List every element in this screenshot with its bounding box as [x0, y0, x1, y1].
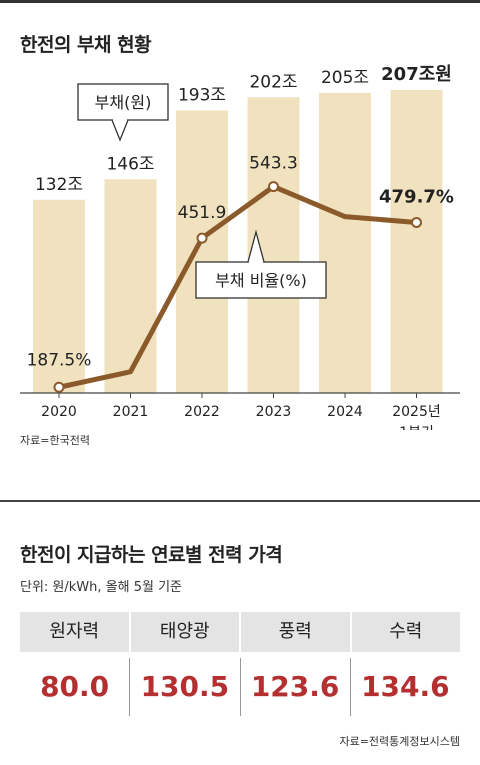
section-divider — [0, 500, 480, 502]
bar-2021 — [104, 179, 157, 393]
bar-2022 — [176, 110, 228, 394]
value-wind: 123.6 — [239, 658, 350, 716]
line-legend-pointer — [247, 229, 265, 263]
bar-value-label: 132조 — [35, 175, 83, 195]
x-tick-label: 2020 — [41, 404, 77, 420]
x-tick-label: 2022 — [184, 404, 220, 420]
table-header-row: 원자력 태양광 풍력 수력 — [20, 612, 460, 652]
header-wind: 풍력 — [239, 612, 350, 652]
x-tick-label: 2025년 — [392, 404, 441, 420]
line-value-label: 187.5% — [27, 350, 92, 370]
bar-value-label: 207조원 — [381, 64, 452, 85]
debt-ratio-point — [196, 232, 208, 244]
header-nuclear: 원자력 — [49, 621, 100, 642]
debt-ratio-point — [411, 216, 422, 228]
header-hydro: 수력 — [349, 612, 461, 652]
table-source: 자료=전력통계정보시스템 — [339, 735, 460, 748]
table-value-row: 80.0 130.5 123.6 134.6 — [20, 658, 460, 716]
line-legend-box — [195, 261, 327, 299]
bar-value-label: 193조 — [178, 85, 226, 105]
top-rule — [0, 0, 480, 3]
bar-2024 — [319, 92, 371, 393]
header-solar: 태양광 — [128, 612, 240, 652]
line-value-label: 451.9 — [178, 203, 227, 223]
chart-title: 한전의 부채 현황 — [20, 34, 152, 56]
x-tick-label-line2: 1분기 — [399, 425, 434, 430]
debt-ratio-line — [56, 184, 419, 390]
line-value-label: 543.3 — [249, 154, 298, 174]
line-legend-text: 부채 비율(%) — [215, 271, 307, 290]
value-solar: 130.5 — [129, 658, 239, 716]
x-tick-label: 2023 — [256, 404, 292, 420]
bar-legend-text: 부채(원) — [95, 93, 152, 112]
x-tick-label: 2024 — [327, 404, 363, 420]
value-nuclear: 80.0 — [40, 670, 110, 703]
bar-legend-pointer — [111, 119, 129, 142]
bar-2020 — [33, 199, 85, 393]
bar-value-label: 205조 — [321, 68, 369, 88]
bar-2025 — [390, 90, 443, 393]
table-title: 한전이 지급하는 연료별 전력 가격 — [20, 544, 283, 566]
debt-ratio-point — [53, 381, 65, 393]
line-value-label: 479.7% — [379, 186, 454, 207]
debt-ratio-point — [268, 181, 279, 193]
value-hydro: 134.6 — [349, 658, 460, 716]
bar-value-label: 146조 — [106, 154, 154, 174]
x-tick-label: 2021 — [113, 404, 149, 420]
table-unit: 단위: 원/kWh, 올해 5월 기준 — [20, 580, 182, 595]
price-table: 원자력 태양광 풍력 수력 80.0 130.5 123.6 134.6 — [20, 612, 460, 716]
bar-value-label: 202조 — [249, 72, 297, 92]
chart-source: 자료=한국전력 — [20, 434, 90, 447]
debt-chart: 132조 146조 193조 202조 205조 207조원 2020 2021 2022 202… — [20, 64, 460, 430]
